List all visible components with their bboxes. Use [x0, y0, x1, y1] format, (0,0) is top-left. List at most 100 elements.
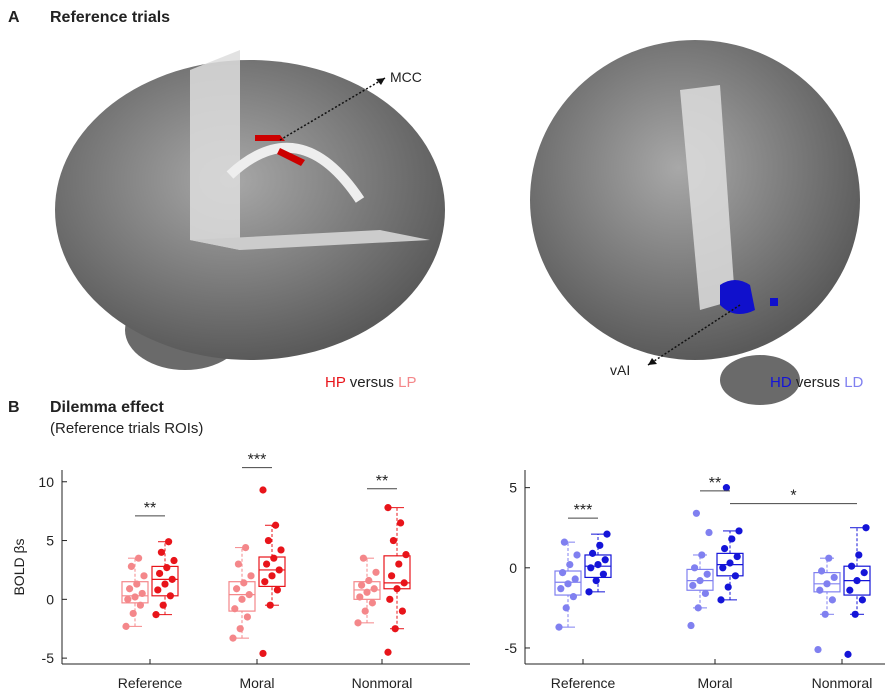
data-point — [261, 578, 268, 585]
significance-label: *** — [574, 502, 593, 519]
panel-title: Dilemma effect — [50, 399, 164, 416]
data-point — [399, 607, 406, 614]
data-point — [372, 569, 379, 576]
legend-entry: LP — [398, 374, 416, 391]
data-point — [816, 587, 823, 594]
data-point — [356, 593, 363, 600]
data-point — [265, 537, 272, 544]
y-tick-label: -5 — [505, 640, 518, 656]
data-point — [829, 596, 836, 603]
legend-joiner: versus — [796, 374, 840, 391]
data-point — [395, 560, 402, 567]
legend: HD versus LD — [770, 374, 864, 391]
data-point — [689, 582, 696, 589]
data-point — [593, 577, 600, 584]
data-point — [846, 587, 853, 594]
y-tick-label: 5 — [46, 533, 54, 549]
data-point — [130, 610, 137, 617]
data-point — [691, 564, 698, 571]
data-point — [818, 567, 825, 574]
data-point — [268, 572, 275, 579]
data-point — [687, 622, 694, 629]
data-point — [561, 539, 568, 546]
data-point — [602, 556, 609, 563]
data-point — [246, 591, 253, 598]
legend-joiner: versus — [350, 374, 394, 391]
x-tick-label: Nonmoral — [812, 675, 873, 691]
data-point — [725, 583, 732, 590]
data-point — [852, 611, 859, 618]
data-point — [133, 580, 140, 587]
data-point — [859, 596, 866, 603]
significance-label: ** — [144, 500, 156, 517]
data-point — [388, 572, 395, 579]
data-point — [270, 555, 277, 562]
data-point — [358, 582, 365, 589]
data-point — [702, 590, 709, 597]
data-point — [723, 484, 730, 491]
data-point — [365, 577, 372, 584]
data-point — [704, 571, 711, 578]
significance-label: ** — [709, 475, 721, 492]
data-point — [354, 619, 361, 626]
y-tick-label: -5 — [42, 650, 55, 666]
y-tick-label: 10 — [38, 474, 54, 490]
data-point — [603, 531, 610, 538]
data-point — [165, 538, 172, 545]
data-point — [566, 561, 573, 568]
data-point — [122, 623, 129, 630]
data-point — [238, 596, 245, 603]
x-tick-label: Reference — [118, 675, 183, 691]
data-point — [696, 577, 703, 584]
data-point — [823, 580, 830, 587]
data-point — [170, 557, 177, 564]
page: A Reference trials MCC vAI B Dilemma eff… — [0, 0, 892, 695]
significance-label: ** — [376, 473, 388, 490]
data-point — [596, 542, 603, 549]
data-point — [137, 602, 144, 609]
data-point — [277, 546, 284, 553]
x-tick-label: Moral — [697, 675, 732, 691]
data-point — [240, 579, 247, 586]
data-point — [726, 559, 733, 566]
brain-left — [55, 50, 445, 370]
data-point — [363, 589, 370, 596]
data-point — [235, 560, 242, 567]
data-point — [698, 551, 705, 558]
data-point — [362, 607, 369, 614]
figure: A Reference trials MCC vAI B Dilemma eff… — [0, 0, 892, 695]
data-point — [244, 613, 251, 620]
data-point — [135, 555, 142, 562]
data-point — [570, 593, 577, 600]
data-point — [861, 569, 868, 576]
data-point — [167, 592, 174, 599]
data-point — [573, 551, 580, 558]
data-point — [728, 535, 735, 542]
data-point — [402, 551, 409, 558]
data-point — [371, 585, 378, 592]
data-point — [384, 649, 391, 656]
annotation: vAI — [610, 362, 630, 378]
y-tick-label: 0 — [509, 560, 517, 576]
data-point — [131, 593, 138, 600]
legend-entry: HP — [325, 374, 346, 391]
panel-title: Reference trials — [50, 9, 170, 26]
x-tick-label: Reference — [551, 675, 616, 691]
data-point — [831, 574, 838, 581]
y-tick-label: 5 — [509, 480, 517, 496]
data-point — [158, 549, 165, 556]
panel-subtitle: (Reference trials ROIs) — [50, 420, 203, 437]
data-point — [229, 635, 236, 642]
data-point — [848, 563, 855, 570]
y-axis-label: BOLD βs — [11, 538, 27, 595]
data-point — [369, 599, 376, 606]
data-point — [693, 510, 700, 517]
data-point — [563, 604, 570, 611]
data-point — [814, 646, 821, 653]
data-point — [585, 588, 592, 595]
data-point — [237, 625, 244, 632]
data-point — [564, 580, 571, 587]
data-point — [124, 596, 131, 603]
data-point — [126, 585, 133, 592]
data-point — [161, 580, 168, 587]
